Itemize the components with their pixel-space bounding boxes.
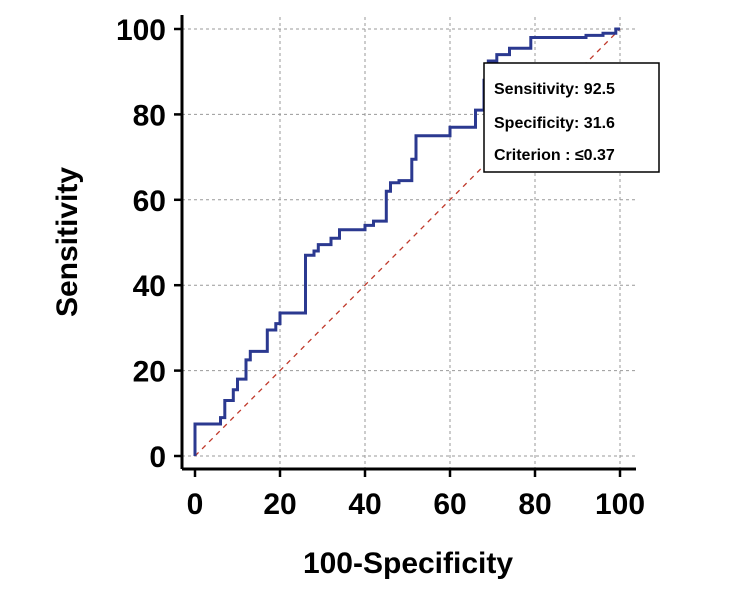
annotation-sensitivity: Sensitivity: 92.5	[494, 81, 615, 98]
y-tick-label: 80	[133, 99, 166, 132]
y-tick-label: 100	[116, 14, 166, 47]
y-tick-label: 40	[133, 270, 166, 303]
x-tick-label: 20	[263, 488, 296, 521]
x-tick-label: 100	[595, 488, 645, 521]
x-tick-label: 40	[348, 488, 381, 521]
x-tick-label: 0	[187, 488, 204, 521]
x-axis-title: 100-Specificity	[303, 547, 513, 580]
y-tick-label: 0	[149, 441, 166, 474]
y-axis-title: Sensitivity	[51, 167, 84, 317]
tick-labels: 0 20 40 60 80 100 0 20 40 60 80 100	[116, 14, 645, 521]
y-tick-label: 20	[133, 356, 166, 389]
annotation-frame	[483, 62, 660, 173]
x-tick-label: 80	[518, 488, 551, 521]
annotation-specificity: Specificity: 31.6	[494, 115, 615, 132]
x-tick-label: 60	[433, 488, 466, 521]
annotation-box: Sensitivity: 92.5 Specificity: 31.6 Crit…	[483, 62, 660, 173]
axes	[174, 15, 636, 477]
annotation-criterion: Criterion : ≤0.37	[494, 147, 615, 164]
y-tick-label: 60	[133, 185, 166, 218]
roc-curve	[193, 27, 620, 456]
